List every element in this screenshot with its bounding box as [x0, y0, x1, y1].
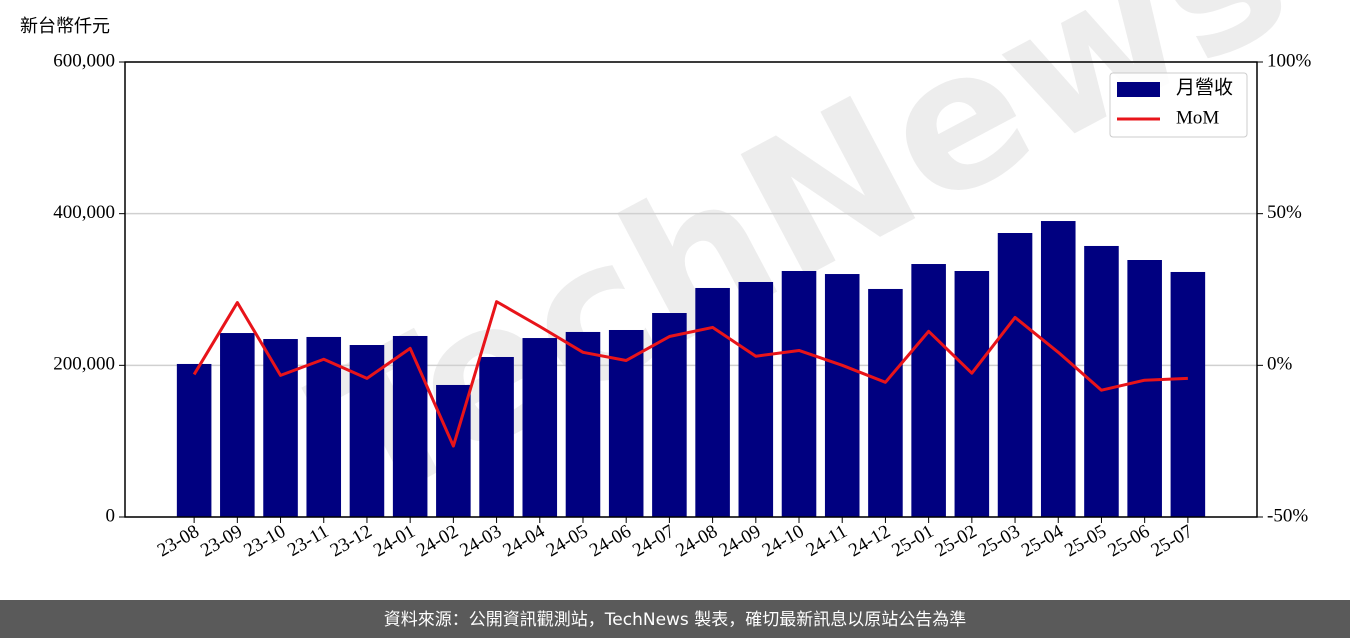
bar — [781, 270, 817, 517]
bar — [954, 270, 990, 517]
legend-label: MoM — [1176, 107, 1219, 128]
bar — [522, 338, 558, 517]
y-tick-label: 400,000 — [53, 202, 115, 223]
legend-swatch — [1117, 82, 1160, 97]
y2-tick-label: -50% — [1267, 505, 1308, 526]
legend-label: 月營收 — [1176, 76, 1233, 98]
bar — [220, 333, 255, 517]
y2-tick-label: 100% — [1267, 50, 1312, 71]
y-tick-label: 0 — [106, 505, 116, 526]
footer — [0, 600, 1350, 638]
line — [192, 300, 1188, 448]
bar — [695, 287, 730, 517]
bar — [1127, 260, 1162, 517]
bar — [997, 233, 1033, 518]
source-note: 資料來源：公開資訊觀測站，TechNews 製表，確切最新訊息以原站公告為準 — [384, 610, 966, 630]
y-tick-label: 200,000 — [53, 354, 115, 375]
bar — [306, 336, 342, 517]
bar — [738, 281, 774, 517]
bar — [1170, 271, 1206, 517]
y2-tick-label: 50% — [1267, 202, 1302, 223]
bar — [868, 288, 903, 517]
y-axis-label: 新台幣仟元 — [20, 16, 110, 37]
bar — [479, 356, 514, 517]
y2-tick-label: 0% — [1267, 354, 1293, 375]
plot-frame — [124, 61, 1258, 518]
bar — [392, 335, 428, 517]
bar — [565, 331, 601, 517]
bar — [652, 313, 687, 517]
y-tick-label: 600,000 — [53, 50, 115, 71]
bar — [1040, 221, 1076, 517]
bar — [263, 339, 298, 517]
bar — [824, 274, 860, 517]
bar — [911, 264, 946, 517]
bar — [176, 363, 212, 517]
